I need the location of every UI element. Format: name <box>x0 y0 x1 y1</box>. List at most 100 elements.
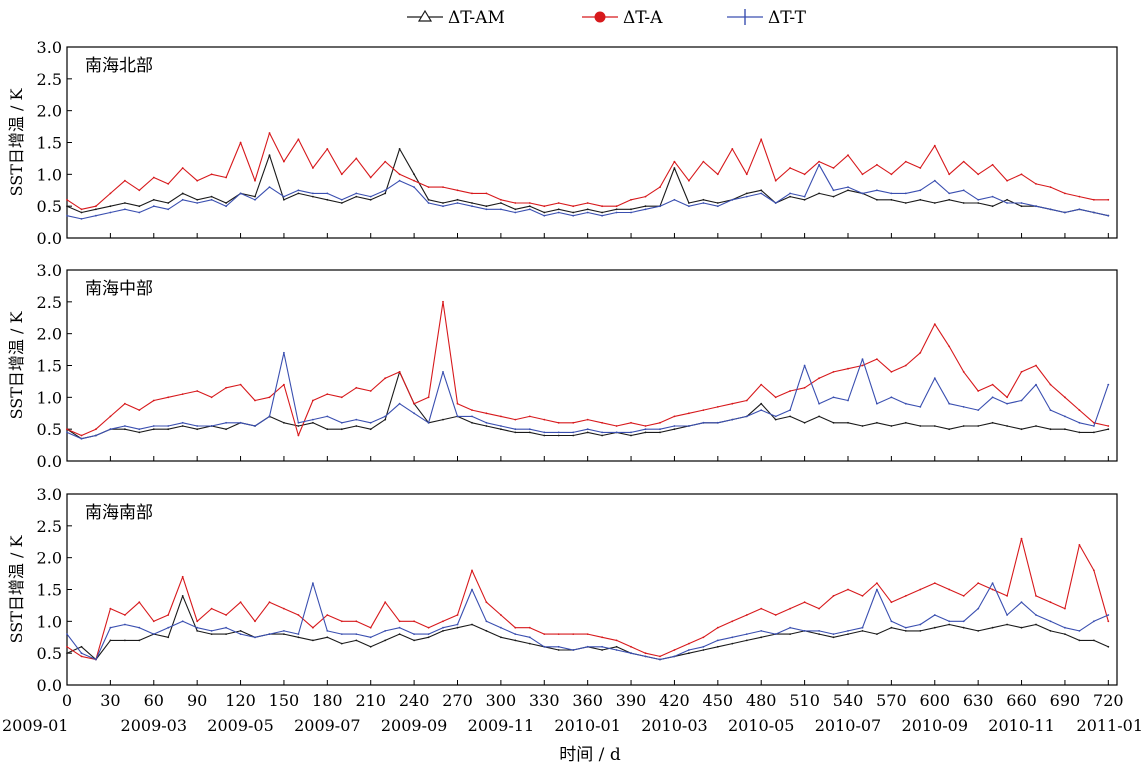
x-tick-label: 180 <box>312 691 343 710</box>
data-point <box>615 431 618 434</box>
data-point <box>66 214 68 217</box>
data-point <box>340 620 343 623</box>
data-point <box>66 431 68 434</box>
data-point <box>847 588 849 591</box>
data-point <box>297 138 300 141</box>
data-point <box>355 633 358 635</box>
data-point <box>326 428 329 431</box>
data-point <box>1107 645 1110 648</box>
data-point <box>167 202 170 204</box>
data-point <box>818 633 820 635</box>
panel-title: 南海南部 <box>85 503 153 523</box>
data-point <box>876 402 878 405</box>
data-point <box>239 192 242 195</box>
data-point <box>384 160 387 163</box>
data-point <box>427 202 430 204</box>
data-point <box>890 371 893 373</box>
data-point <box>847 630 849 632</box>
data-point <box>152 428 155 431</box>
data-point <box>688 652 690 655</box>
data-point <box>933 144 936 147</box>
data-point <box>890 396 893 399</box>
data-point <box>1078 409 1081 411</box>
data-point <box>427 186 430 189</box>
data-point <box>630 652 632 655</box>
data-point <box>774 396 777 399</box>
data-point <box>427 396 430 399</box>
data-point <box>789 409 791 411</box>
data-point <box>659 428 661 431</box>
data-point <box>1107 620 1110 623</box>
x-tick-label: 420 <box>659 691 690 710</box>
data-point <box>456 202 459 204</box>
x-tick-label: 690 <box>1050 691 1081 710</box>
data-point <box>601 636 603 639</box>
data-point <box>890 626 893 629</box>
y-tick-label: 0.0 <box>37 452 62 471</box>
data-point <box>312 167 314 169</box>
data-point <box>340 198 343 201</box>
data-point <box>644 655 647 658</box>
data-point <box>1107 614 1110 616</box>
y-tick-label: 2.5 <box>37 293 62 312</box>
data-point <box>384 601 387 604</box>
data-point <box>500 626 502 629</box>
data-point <box>760 402 763 405</box>
data-point <box>803 630 806 632</box>
data-point <box>66 645 68 648</box>
data-point <box>413 620 415 623</box>
data-point <box>615 208 618 211</box>
data-point <box>1006 595 1008 597</box>
data-point <box>297 633 300 635</box>
data-point <box>818 163 820 166</box>
data-point <box>369 421 372 424</box>
data-point <box>977 409 980 411</box>
data-point <box>326 198 329 201</box>
data-point <box>124 428 126 431</box>
date-tick-label: 2010-11 <box>988 716 1054 735</box>
data-point <box>225 205 228 208</box>
data-point <box>283 633 285 635</box>
data-point <box>210 425 213 427</box>
data-point <box>167 208 170 211</box>
data-point <box>254 425 256 427</box>
data-point <box>1078 195 1081 198</box>
data-point <box>167 428 170 431</box>
data-point <box>442 626 444 629</box>
data-point <box>919 351 922 354</box>
data-point <box>557 633 560 635</box>
data-point <box>181 421 184 424</box>
data-point <box>1006 396 1008 399</box>
data-point <box>1020 626 1023 629</box>
x-tick-label: 30 <box>100 691 120 710</box>
data-point <box>789 633 791 635</box>
x-tick-label: 480 <box>746 691 777 710</box>
data-point <box>716 639 719 642</box>
data-point <box>239 630 242 632</box>
data-point <box>181 425 184 427</box>
data-point <box>745 415 748 418</box>
data-point <box>1078 630 1081 632</box>
data-point <box>283 383 285 386</box>
data-point <box>1078 208 1081 211</box>
data-point <box>369 636 372 639</box>
y-tick-label: 1.0 <box>37 388 62 407</box>
data-point <box>919 189 922 192</box>
x-tick-label: 390 <box>616 691 647 710</box>
data-point <box>760 383 763 386</box>
data-point <box>196 198 199 201</box>
data-point <box>876 633 878 635</box>
data-point <box>398 633 401 635</box>
data-point <box>225 202 228 204</box>
data-point <box>1020 173 1023 176</box>
data-point <box>832 633 835 635</box>
data-point <box>1064 428 1066 431</box>
data-point <box>904 630 907 632</box>
data-point <box>586 211 589 214</box>
data-point <box>1049 186 1052 189</box>
data-point <box>268 186 271 189</box>
data-point <box>124 614 126 616</box>
data-point <box>789 415 791 418</box>
data-point <box>80 434 83 437</box>
